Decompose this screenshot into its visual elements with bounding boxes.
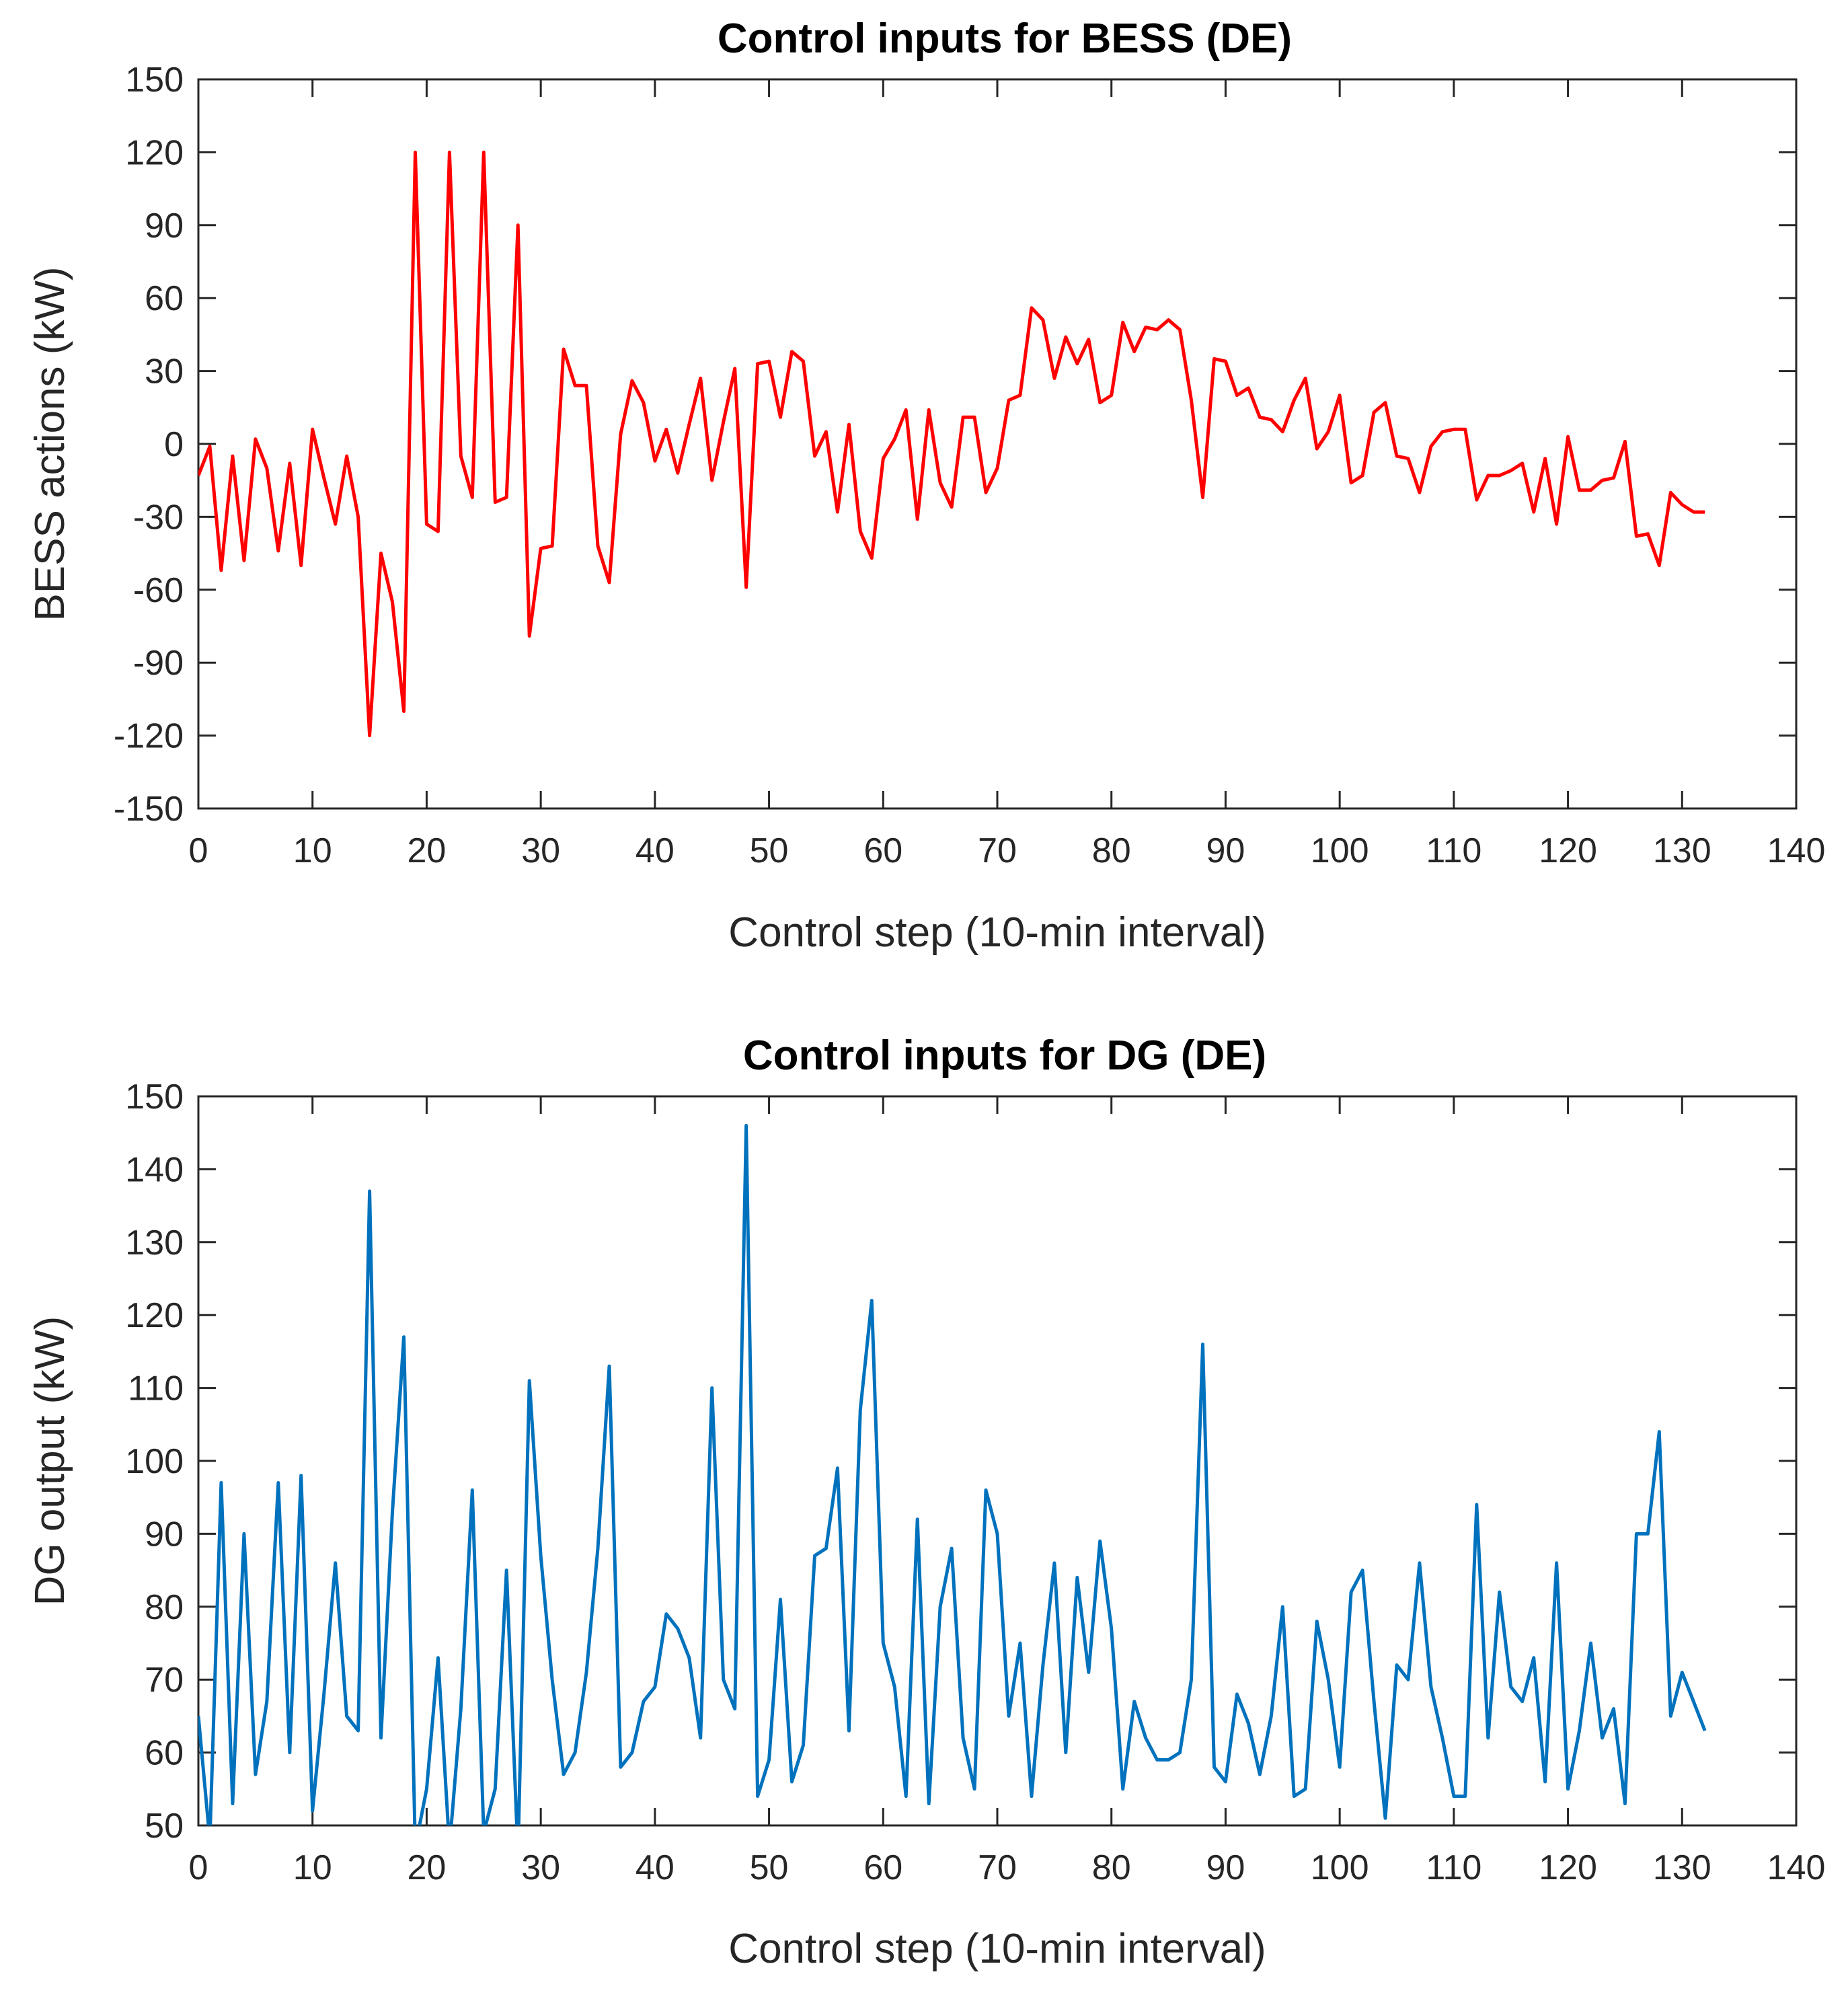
bess-x-tick-label: 30 (521, 831, 560, 870)
bess-chart-title: Control inputs for BESS (DE) (718, 15, 1292, 62)
dg-x-tick-label: 60 (863, 1848, 902, 1887)
dg-y-tick-label: 100 (125, 1442, 184, 1481)
dg-x-tick-label: 110 (1426, 1848, 1481, 1887)
bess-y-axis-label: BESS actions (kW) (27, 266, 73, 621)
bess-y-tick-label: 30 (145, 352, 184, 391)
bess-y-tick-label: 0 (164, 425, 184, 464)
bess-x-tick-label: 60 (863, 831, 902, 870)
bess-tick-labels: 0 10 20 30 40 50 60 70 80 90 100 110 120 130 140 -150 -1… (114, 61, 1825, 870)
bess-plot-area (197, 78, 1798, 810)
bess-x-tick-label: 20 (408, 831, 447, 870)
dg-x-tick-label: 100 (1311, 1848, 1369, 1887)
bess-y-tick-label: -90 (133, 644, 184, 683)
dg-y-tick-label: 110 (128, 1369, 184, 1408)
dg-y-tick-label: 80 (145, 1588, 184, 1627)
dg-y-tick-label: 50 (145, 1807, 184, 1846)
dg-x-tick-label: 130 (1653, 1848, 1711, 1887)
bess-chart: Control inputs for BESS (DE) 0 10 20 30 40 50… (27, 15, 1825, 956)
bess-series-line (198, 150, 1705, 738)
dg-x-tick-label: 50 (750, 1848, 789, 1887)
bess-x-tick-label: 90 (1206, 831, 1245, 870)
dg-tick-labels: 0 10 20 30 40 50 60 70 80 90 100 110 120 130 140 50 60 70… (125, 1078, 1825, 1887)
dg-x-tick-label: 70 (978, 1848, 1017, 1887)
bess-x-tick-label: 130 (1653, 831, 1711, 870)
dg-chart: Control inputs for DG (DE) 0 10 20 30 40 50 60… (27, 1032, 1825, 1972)
dg-x-tick-label: 10 (293, 1848, 332, 1887)
bess-y-tick-label: -60 (133, 571, 184, 610)
dg-x-axis-label: Control step (10-min interval) (728, 1926, 1266, 1972)
dg-y-axis-label: DG output (kW) (27, 1316, 73, 1606)
dg-y-tick-label: 120 (125, 1296, 184, 1335)
dg-y-tick-label: 150 (125, 1078, 184, 1117)
dg-x-tick-label: 40 (636, 1848, 675, 1887)
dg-x-tick-label: 80 (1092, 1848, 1131, 1887)
dg-y-tick-label: 90 (145, 1515, 184, 1554)
bess-x-tick-label: 110 (1426, 831, 1481, 870)
dg-plot-area (197, 1095, 1798, 1827)
bess-y-tick-label: 150 (125, 61, 184, 100)
bess-x-tick-label: 120 (1539, 831, 1597, 870)
dg-x-tick-label: 90 (1206, 1848, 1245, 1887)
dg-x-tick-label: 120 (1539, 1848, 1597, 1887)
bess-y-tick-label: -30 (133, 498, 184, 537)
bess-x-tick-label: 80 (1092, 831, 1131, 870)
bess-y-tick-label: 60 (145, 279, 184, 318)
dg-x-tick-label: 30 (521, 1848, 560, 1887)
dg-x-tick-label: 0 (189, 1848, 208, 1887)
dg-y-tick-label: 140 (125, 1150, 184, 1189)
bess-x-tick-label: 40 (636, 831, 675, 870)
bess-x-axis-label: Control step (10-min interval) (728, 909, 1266, 956)
bess-y-tick-label: 90 (145, 206, 184, 246)
bess-y-tick-label: 120 (125, 133, 184, 172)
bess-x-tick-label: 70 (978, 831, 1017, 870)
dg-y-tick-label: 70 (145, 1661, 184, 1700)
bess-x-tick-label: 10 (293, 831, 332, 870)
bess-x-tick-label: 140 (1767, 831, 1826, 870)
dg-y-tick-label: 60 (145, 1734, 184, 1773)
dg-series-line (198, 1123, 1707, 1825)
bess-y-tick-label: -120 (114, 717, 184, 756)
bess-x-tick-label: 0 (189, 831, 208, 870)
dg-chart-title: Control inputs for DG (DE) (743, 1032, 1266, 1079)
bess-x-tick-label: 50 (750, 831, 789, 870)
dg-x-tick-label: 140 (1767, 1848, 1826, 1887)
bess-ticks (197, 78, 1798, 810)
bess-y-tick-label: -150 (114, 790, 184, 829)
dg-y-tick-label: 130 (125, 1223, 184, 1262)
dg-x-tick-label: 20 (408, 1848, 447, 1887)
bess-x-tick-label: 100 (1311, 831, 1369, 870)
